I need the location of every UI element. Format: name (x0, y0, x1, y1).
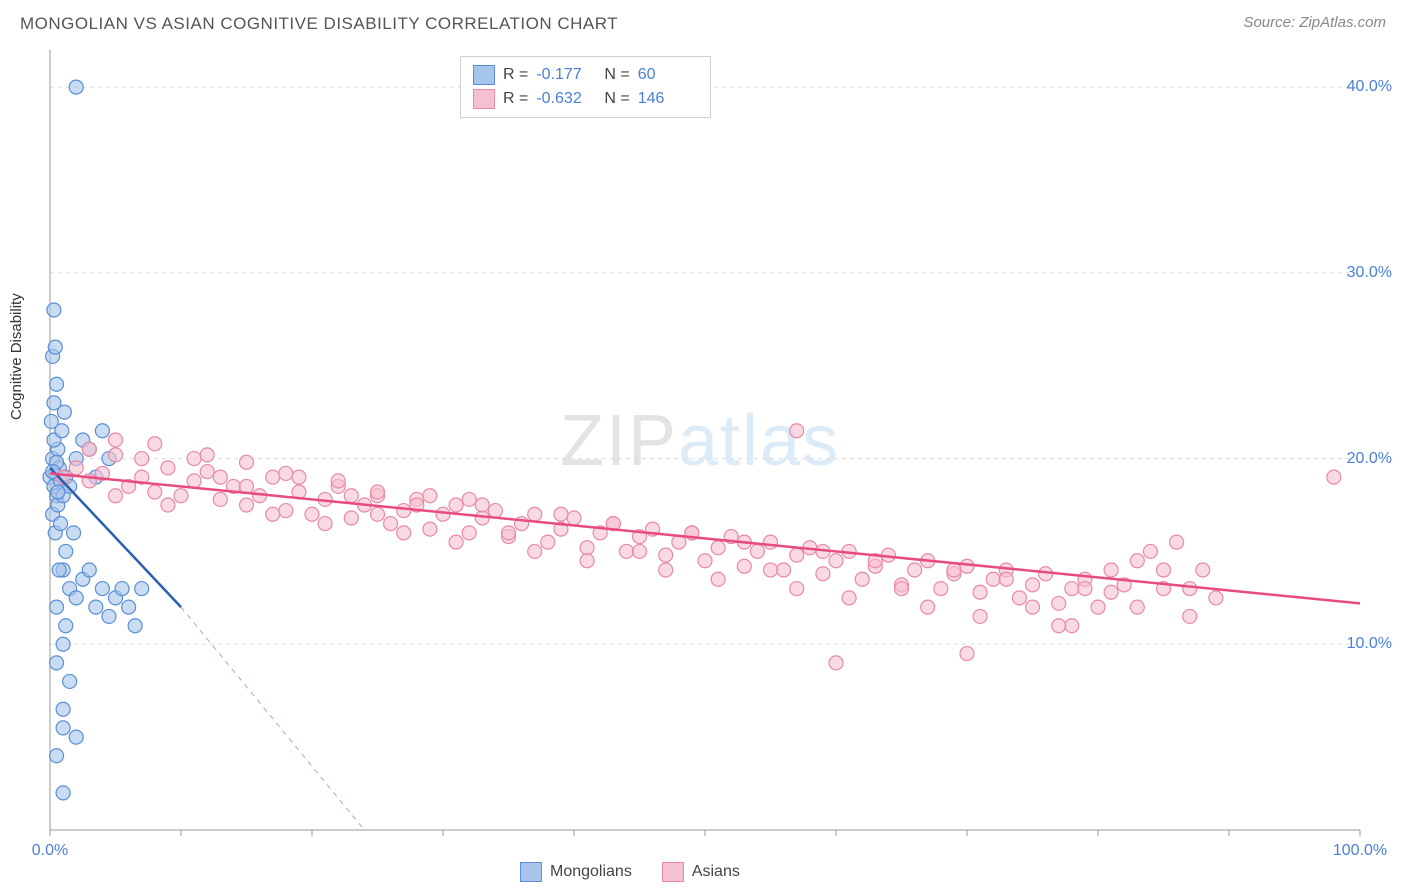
n-label: N = (604, 90, 629, 108)
scatter-plot (0, 0, 1406, 892)
swatch-asians (473, 89, 495, 109)
n-value-mongolians: 60 (638, 66, 698, 84)
n-value-asians: 146 (638, 90, 698, 108)
r-value-asians: -0.632 (536, 90, 596, 108)
y-tick-label: 40.0% (1347, 78, 1392, 96)
legend-stats-row-asians: R = -0.632 N = 146 (473, 87, 698, 111)
r-label: R = (503, 90, 528, 108)
n-label: N = (604, 66, 629, 84)
chart-container: MONGOLIAN VS ASIAN COGNITIVE DISABILITY … (0, 0, 1406, 892)
swatch-mongolians (473, 65, 495, 85)
legend-item-asians: Asians (662, 862, 740, 882)
r-label: R = (503, 66, 528, 84)
legend-series: Mongolians Asians (520, 862, 740, 882)
legend-label-asians: Asians (692, 863, 740, 881)
swatch-mongolians (520, 862, 542, 882)
y-tick-label: 20.0% (1347, 450, 1392, 468)
legend-stats: R = -0.177 N = 60 R = -0.632 N = 146 (460, 56, 711, 118)
legend-label-mongolians: Mongolians (550, 863, 632, 881)
legend-item-mongolians: Mongolians (520, 862, 632, 882)
x-tick-label: 100.0% (1333, 842, 1387, 860)
legend-stats-row-mongolians: R = -0.177 N = 60 (473, 63, 698, 87)
swatch-asians (662, 862, 684, 882)
x-tick-label: 0.0% (32, 842, 68, 860)
y-tick-label: 30.0% (1347, 264, 1392, 282)
y-tick-label: 10.0% (1347, 635, 1392, 653)
r-value-mongolians: -0.177 (536, 66, 596, 84)
